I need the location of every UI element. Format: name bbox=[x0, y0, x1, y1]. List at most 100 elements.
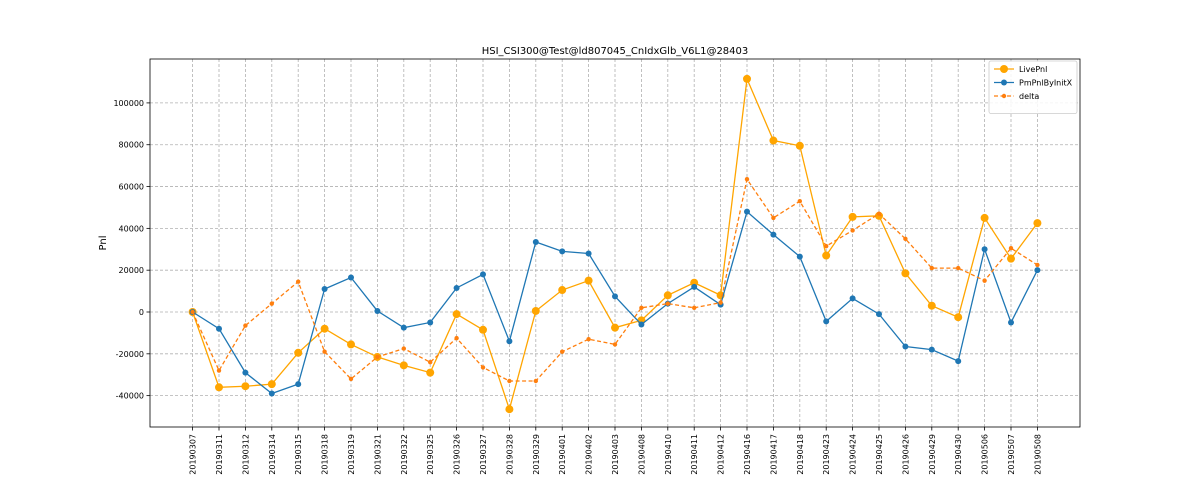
x-tick-label: 20190307 bbox=[189, 434, 198, 475]
data-point-pmpnlbyinitx bbox=[216, 325, 222, 332]
data-point-pmpnlbyinitx bbox=[928, 346, 935, 353]
data-point-pmpnlbyinitx bbox=[876, 311, 882, 318]
data-point-livepnl bbox=[347, 340, 355, 349]
data-point-livepnl bbox=[267, 380, 276, 389]
y-tick-label: 60000 bbox=[119, 183, 144, 192]
x-tick-label: 20190321 bbox=[373, 434, 382, 475]
y-tick-label: 0 bbox=[139, 308, 144, 317]
x-tick-label: 20190430 bbox=[954, 434, 963, 475]
data-point-pmpnlbyinitx bbox=[427, 319, 434, 326]
data-point-delta bbox=[533, 378, 538, 384]
x-tick-label: 20190319 bbox=[347, 434, 356, 475]
y-axis-title: Pnl bbox=[98, 236, 109, 251]
data-point-livepnl bbox=[954, 313, 963, 322]
data-point-livepnl bbox=[426, 368, 435, 377]
x-tick-label: 20190429 bbox=[928, 434, 937, 475]
data-point-pmpnlbyinitx bbox=[295, 381, 302, 388]
data-point-delta bbox=[243, 323, 248, 328]
data-point-livepnl bbox=[294, 348, 303, 357]
data-point-delta bbox=[850, 228, 855, 233]
x-tick-label: 20190506 bbox=[981, 434, 990, 475]
data-point-pmpnlbyinitx bbox=[691, 283, 698, 290]
data-point-delta bbox=[348, 376, 354, 382]
data-point-livepnl bbox=[452, 310, 461, 319]
y-tick-label: -20000 bbox=[116, 350, 144, 359]
x-tick-label: 20190423 bbox=[822, 434, 831, 475]
data-point-pmpnlbyinitx bbox=[638, 321, 645, 328]
data-point-pmpnlbyinitx bbox=[559, 248, 566, 255]
data-point-livepnl bbox=[980, 213, 989, 222]
data-point-pmpnlbyinitx bbox=[770, 231, 777, 238]
x-tick-label: 20190327 bbox=[479, 434, 488, 475]
data-point-delta bbox=[375, 354, 380, 360]
x-tick-label: 20190315 bbox=[294, 434, 303, 475]
legend-label: delta bbox=[1019, 92, 1039, 101]
x-tick-label: 20190318 bbox=[321, 434, 330, 475]
legend-swatch-marker bbox=[1000, 65, 1008, 73]
y-axis-ticks: -40000 -20000 0 20000 40000 60000 80000 100000 bbox=[113, 99, 150, 401]
data-point-pmpnlbyinitx bbox=[506, 338, 513, 345]
data-point-delta bbox=[454, 335, 459, 341]
series-layer bbox=[188, 74, 1042, 414]
x-tick-label: 20190418 bbox=[796, 434, 805, 475]
chart-title: HSI_CSI300@Test@ld807045_CnIdxGlb_V6L1@2… bbox=[482, 46, 749, 57]
x-tick-label: 20190424 bbox=[849, 434, 858, 475]
data-point-delta bbox=[296, 279, 301, 284]
data-point-livepnl bbox=[558, 286, 567, 295]
data-point-delta bbox=[903, 236, 908, 242]
x-tick-label: 20190311 bbox=[215, 434, 224, 475]
legend-swatch-marker bbox=[1001, 79, 1007, 86]
x-tick-label: 20190314 bbox=[268, 434, 277, 475]
data-point-pmpnlbyinitx bbox=[348, 274, 354, 281]
data-point-livepnl bbox=[1007, 254, 1015, 263]
data-point-delta bbox=[507, 378, 512, 384]
data-point-pmpnlbyinitx bbox=[480, 271, 486, 278]
data-point-delta bbox=[216, 368, 222, 373]
x-tick-label: 20190326 bbox=[453, 434, 462, 475]
x-tick-label: 20190403 bbox=[611, 434, 620, 475]
data-point-delta bbox=[744, 177, 750, 182]
series-pmpnlbyinitx bbox=[189, 208, 1041, 397]
data-point-delta bbox=[612, 342, 618, 347]
data-point-delta bbox=[428, 359, 433, 365]
data-point-livepnl bbox=[505, 405, 514, 414]
grid-layer bbox=[150, 59, 1080, 427]
data-point-pmpnlbyinitx bbox=[744, 208, 750, 215]
data-point-delta bbox=[322, 349, 327, 354]
data-point-delta bbox=[560, 349, 565, 354]
legend-label: PmPnlByInitX bbox=[1019, 79, 1073, 88]
data-point-delta bbox=[718, 300, 723, 305]
data-point-pmpnlbyinitx bbox=[1034, 267, 1041, 274]
data-point-livepnl bbox=[822, 251, 831, 260]
x-tick-label: 20190508 bbox=[1033, 434, 1042, 475]
y-tick-label: -40000 bbox=[116, 392, 144, 401]
data-point-pmpnlbyinitx bbox=[374, 307, 381, 314]
data-point-delta bbox=[982, 278, 987, 283]
y-tick-label: 20000 bbox=[119, 266, 144, 275]
data-point-pmpnlbyinitx bbox=[981, 246, 988, 253]
x-tick-label: 20190411 bbox=[690, 434, 699, 475]
x-tick-label: 20190412 bbox=[717, 434, 726, 475]
data-point-delta bbox=[929, 265, 934, 271]
data-point-delta bbox=[190, 309, 195, 315]
data-point-livepnl bbox=[215, 383, 223, 392]
data-point-livepnl bbox=[901, 269, 910, 278]
data-point-livepnl bbox=[769, 136, 778, 145]
legend: LivePnl PmPnlByInitX delta bbox=[988, 60, 1078, 114]
data-point-livepnl bbox=[848, 212, 857, 221]
data-point-livepnl bbox=[743, 74, 751, 83]
x-tick-label: 20190312 bbox=[241, 434, 250, 475]
legend-label: LivePnl bbox=[1019, 65, 1047, 74]
data-point-livepnl bbox=[584, 276, 593, 285]
data-point-pmpnlbyinitx bbox=[585, 250, 592, 257]
x-tick-label: 20190402 bbox=[585, 434, 594, 475]
x-tick-label: 20190410 bbox=[664, 434, 673, 475]
x-tick-label: 20190507 bbox=[1007, 434, 1016, 475]
y-tick-label: 80000 bbox=[119, 141, 144, 150]
data-point-livepnl bbox=[927, 301, 936, 310]
data-point-livepnl bbox=[479, 325, 487, 334]
data-point-pmpnlbyinitx bbox=[1008, 319, 1014, 326]
data-point-pmpnlbyinitx bbox=[453, 284, 460, 291]
